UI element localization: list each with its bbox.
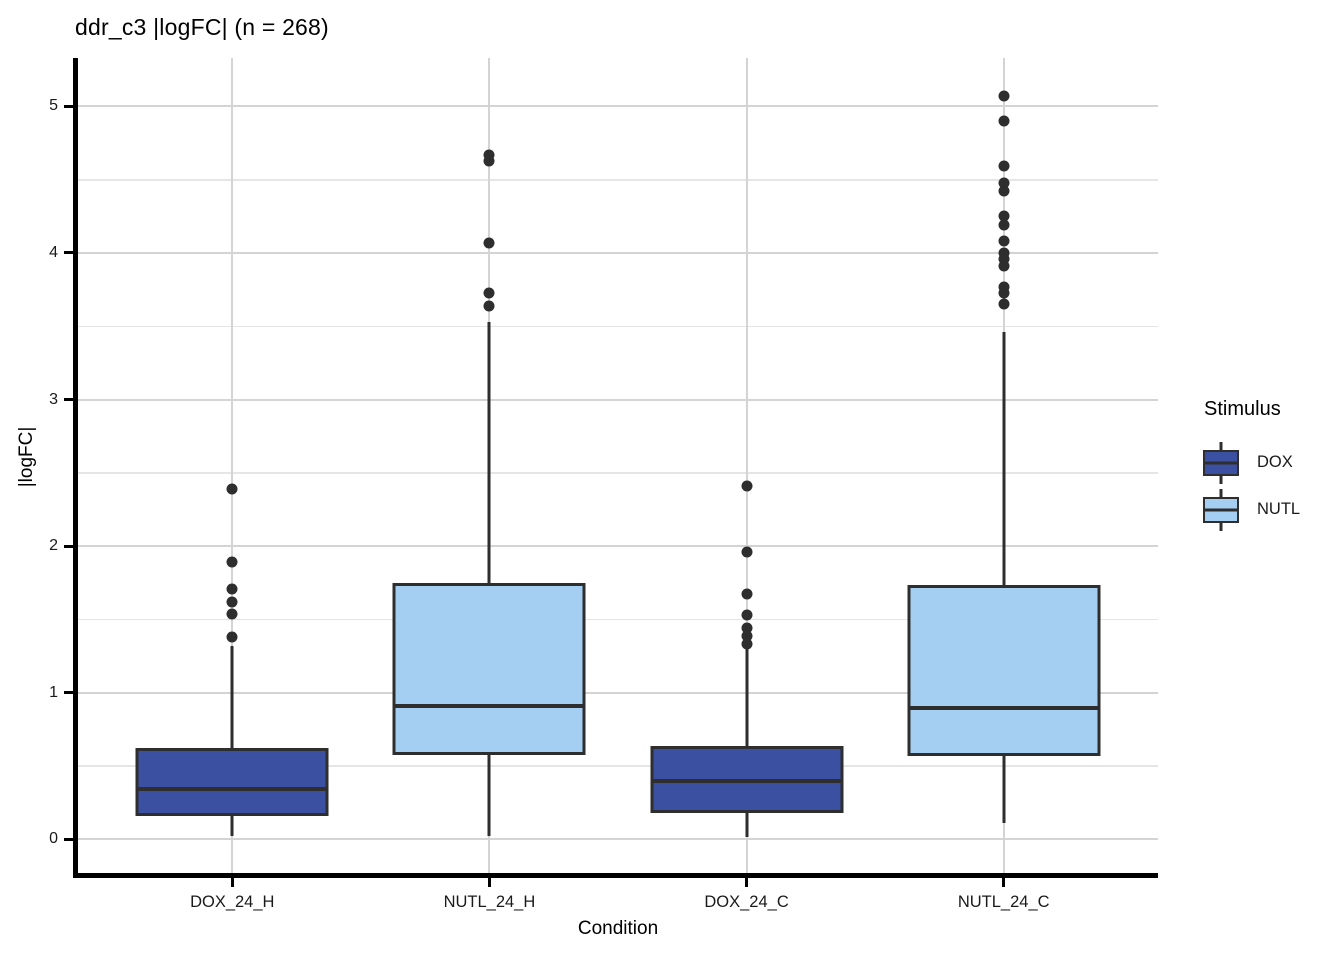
upper-whisker — [487, 321, 491, 583]
legend-item-dox: DOX — [1196, 439, 1344, 486]
outlier-dot — [998, 235, 1010, 247]
minor-gridline — [78, 472, 1158, 474]
key-median-line — [1203, 508, 1239, 511]
outlier-dot — [226, 556, 238, 568]
outlier-dot — [998, 260, 1010, 272]
outlier-dot — [998, 281, 1010, 293]
median-line — [651, 778, 842, 783]
major-gridline — [78, 398, 1158, 401]
upper-whisker — [230, 645, 234, 748]
outlier-dot — [998, 185, 1010, 197]
major-gridline — [78, 545, 1158, 548]
y-tick-mark — [64, 251, 73, 255]
outlier-dot — [998, 253, 1010, 265]
outlier-dot — [998, 219, 1010, 231]
outlier-dot — [998, 247, 1010, 259]
chart-title: ddr_c3 |logFC| (n = 268) — [75, 14, 329, 40]
outlier-dot — [741, 588, 753, 600]
legend-item-nutl: NUTL — [1196, 486, 1344, 533]
outlier-dot — [483, 149, 495, 161]
y-axis-line — [73, 58, 78, 878]
minor-gridline — [78, 618, 1158, 621]
outlier-dot — [483, 300, 495, 312]
lower-whisker — [487, 755, 491, 837]
upper-whisker — [745, 647, 749, 747]
outlier-dot — [741, 546, 753, 558]
y-tick-label: 3 — [49, 390, 58, 408]
outlier-dot — [226, 631, 238, 643]
y-tick-label: 4 — [49, 243, 58, 261]
outlier-dot — [998, 90, 1010, 102]
legend-label-dox: DOX — [1257, 453, 1293, 471]
outlier-dot — [226, 608, 238, 620]
outlier-dot — [741, 638, 753, 650]
outlier-dot — [226, 483, 238, 495]
box-DOX_24_H — [135, 747, 329, 816]
x-tick-mark — [745, 878, 749, 887]
major-gridline — [78, 838, 1158, 841]
boxplot-key-icon — [1202, 441, 1240, 484]
box-NUTL_24_H — [392, 582, 586, 755]
category-gridline — [745, 58, 748, 873]
outlier-dot — [226, 596, 238, 608]
y-tick-label: 1 — [49, 683, 58, 701]
y-axis-title: |logFC| — [16, 426, 37, 488]
y-tick-label: 2 — [49, 537, 58, 555]
major-gridline — [78, 691, 1158, 694]
plot-panel — [78, 58, 1158, 873]
minor-gridline — [78, 179, 1158, 181]
outlier-dot — [226, 583, 238, 595]
boxplot-key-icon — [1202, 488, 1240, 531]
outlier-dot — [998, 115, 1010, 127]
category-gridline — [231, 58, 234, 873]
outlier-dot — [483, 287, 495, 299]
lower-whisker — [1002, 755, 1006, 824]
x-tick-label: DOX_24_C — [704, 893, 789, 911]
major-gridline — [78, 105, 1158, 108]
outlier-dot — [998, 177, 1010, 189]
median-line — [908, 706, 1099, 711]
outlier-dot — [741, 609, 753, 621]
outlier-dot — [483, 155, 495, 167]
legend-label-nutl: NUTL — [1257, 500, 1301, 518]
x-axis-line — [73, 873, 1158, 878]
legend: Stimulus DOX NUTL — [1196, 398, 1344, 533]
y-tick-mark — [64, 398, 73, 402]
outlier-dot — [741, 622, 753, 634]
outlier-dot — [741, 480, 753, 492]
upper-whisker — [1002, 332, 1006, 585]
y-tick-mark — [64, 544, 73, 548]
y-tick-label: 0 — [49, 830, 58, 848]
outlier-dot — [741, 630, 753, 642]
y-tick-label: 5 — [49, 97, 58, 115]
y-tick-mark — [64, 837, 73, 841]
x-tick-mark — [1002, 878, 1006, 887]
major-gridline — [78, 251, 1158, 254]
legend-title: Stimulus — [1204, 398, 1281, 420]
outlier-dot — [483, 237, 495, 249]
lower-whisker — [745, 812, 749, 838]
key-median-line — [1203, 461, 1239, 464]
y-tick-mark — [64, 104, 73, 108]
outlier-dot — [998, 298, 1010, 310]
minor-gridline — [78, 765, 1158, 767]
x-tick-label: NUTL_24_H — [443, 893, 536, 911]
outlier-dot — [998, 160, 1010, 172]
median-line — [137, 786, 328, 791]
outlier-dot — [998, 287, 1010, 299]
x-tick-mark — [487, 878, 491, 887]
x-tick-mark — [230, 878, 234, 887]
x-axis-title: Condition — [577, 918, 659, 939]
x-tick-label: NUTL_24_C — [957, 893, 1050, 911]
median-line — [394, 703, 585, 708]
outlier-dot — [998, 210, 1010, 222]
box-NUTL_24_C — [907, 584, 1101, 756]
minor-gridline — [78, 325, 1158, 328]
y-tick-mark — [64, 691, 73, 695]
x-tick-label: DOX_24_H — [190, 893, 275, 911]
lower-whisker — [230, 815, 234, 837]
